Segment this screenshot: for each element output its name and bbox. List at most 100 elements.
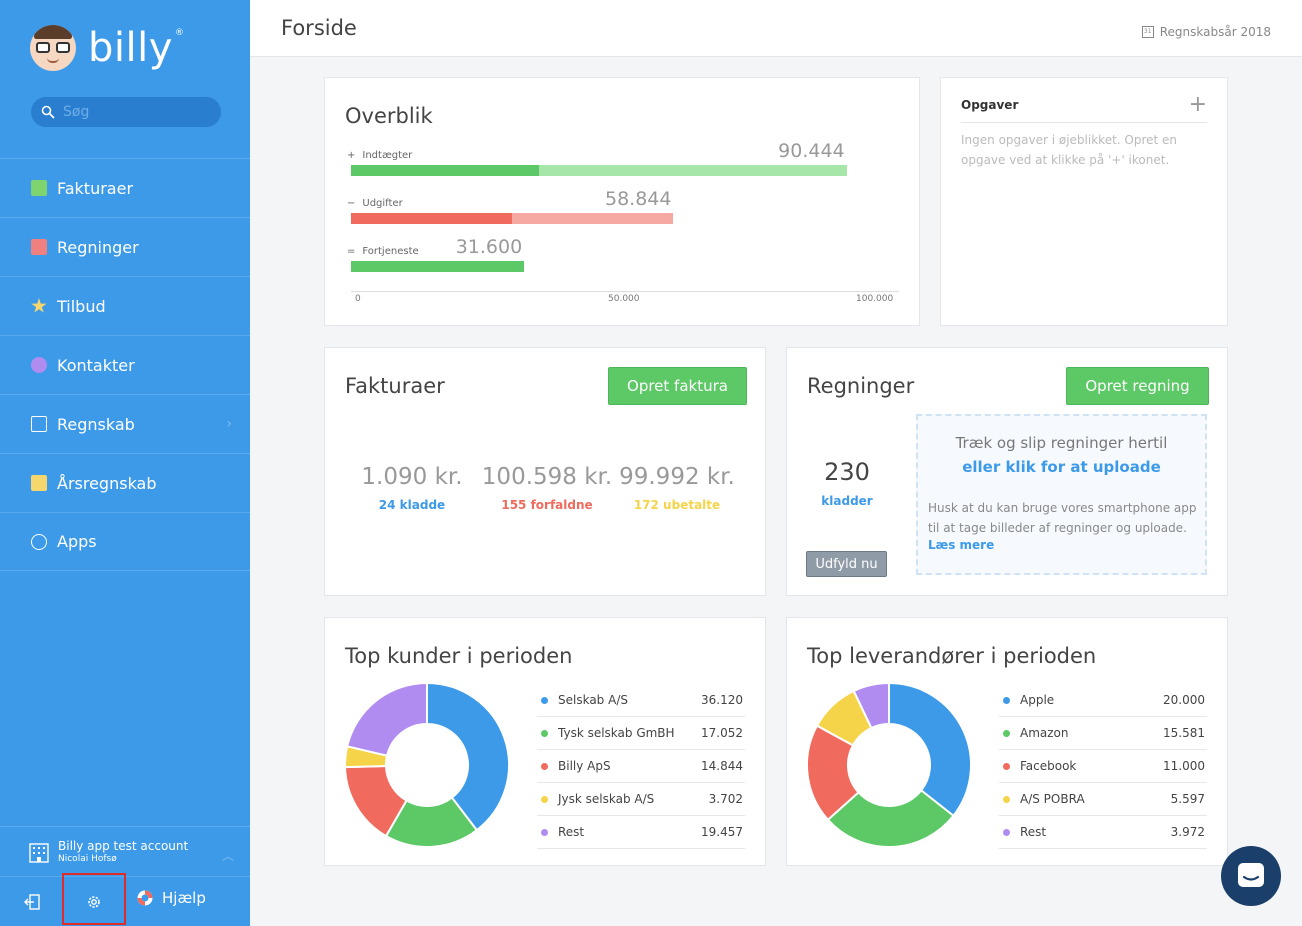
top-customers-donut — [344, 681, 510, 848]
sidebar-item-kontakter[interactable]: Kontakter — [0, 335, 250, 394]
legend-row[interactable]: A/S POBRA 5.597 — [999, 783, 1207, 816]
donut-slice[interactable] — [888, 681, 972, 818]
bill-drafts-count: 230 — [824, 458, 870, 486]
legend-row[interactable]: Billy ApS 14.844 — [537, 750, 745, 783]
overview-value: 58.844 — [604, 188, 672, 210]
bill-drafts-stat[interactable]: 230 kladder — [807, 458, 887, 508]
legend-row[interactable]: Jysk selskab A/S 3.702 — [537, 783, 745, 816]
legend-value: 11.000 — [1163, 759, 1205, 773]
brand-registered-mark: ® — [174, 28, 184, 38]
tasks-card: Opgaver + Ingen opgaver i øjeblikket. Op… — [940, 77, 1228, 326]
bills-card: Regninger Opret regning 230 kladder Udfy… — [786, 347, 1228, 596]
legend-row[interactable]: Rest 19.457 — [537, 816, 745, 849]
overview-axis-tick: 0 — [355, 294, 361, 304]
account-switcher[interactable]: Billy app test account Nicolai Hofsø ︿ — [0, 826, 250, 876]
legend-color-dot — [1003, 696, 1010, 704]
building-icon — [29, 842, 49, 863]
legend-name: Amazon — [1020, 726, 1069, 740]
brand-name: billy — [88, 25, 173, 71]
legend-value: 17.052 — [701, 726, 743, 740]
legend-value: 3.972 — [1170, 825, 1205, 839]
sidebar-item-label: Kontakter — [57, 355, 135, 375]
legend-name: Rest — [558, 825, 585, 839]
top-suppliers-title: Top leverandører i perioden — [807, 644, 1097, 668]
search-input[interactable] — [63, 104, 203, 120]
create-invoice-button[interactable]: Opret faktura — [608, 367, 747, 405]
add-task-icon[interactable]: + — [1188, 92, 1207, 117]
page-title: Forside — [281, 16, 357, 40]
overview-bar-secondary — [512, 213, 674, 224]
overview-row-label: = Fortjeneste — [347, 246, 426, 257]
chat-icon — [1238, 863, 1264, 887]
legend-row[interactable]: Facebook 11.000 — [999, 750, 1207, 783]
logout-icon[interactable] — [24, 893, 42, 911]
account-user: Nicolai Hofsø — [58, 853, 117, 864]
lifebuoy-icon — [137, 890, 153, 906]
fiscal-year-label: Regnskabsår 2018 — [1159, 25, 1271, 39]
donut-slice[interactable] — [426, 681, 510, 832]
sidebar-item-tilbud[interactable]: Tilbud — [0, 276, 250, 335]
legend-color-dot — [1003, 795, 1010, 803]
overview-bar-primary — [351, 261, 525, 272]
read-more-link[interactable]: Læs mere — [928, 538, 995, 552]
billy-logo[interactable]: billy ® — [30, 20, 184, 76]
chevron-up-icon: ︿ — [221, 849, 234, 863]
overview-axis-tick: 50.000 — [608, 294, 640, 304]
overview-axis-tick: 100.000 — [856, 294, 894, 304]
legend-color-dot — [1003, 729, 1010, 737]
sidebar-item-fakturaer[interactable]: Fakturaer — [0, 158, 250, 217]
bills-title: Regninger — [807, 374, 915, 398]
overview-row-label: − Udgifter — [347, 198, 410, 209]
chat-support-button[interactable] — [1221, 846, 1281, 906]
overview-bar-primary — [351, 165, 540, 176]
bill-upload-dropzone[interactable]: Træk og slip regninger hertil eller klik… — [916, 414, 1207, 575]
sidebar-item-regninger[interactable]: Regninger — [0, 217, 250, 276]
legend-row[interactable]: Apple 20.000 — [999, 684, 1207, 717]
annual-report-icon — [31, 475, 47, 491]
help-button[interactable]: Hjælp — [136, 889, 206, 907]
donut-slice[interactable] — [826, 788, 955, 848]
legend-value: 15.581 — [1163, 726, 1205, 740]
legend-row[interactable]: Amazon 15.581 — [999, 717, 1207, 750]
overview-sign: = — [347, 246, 356, 257]
sidebar-item-apps[interactable]: Apps — [0, 512, 250, 571]
legend-row[interactable]: Tysk selskab GmBH 17.052 — [537, 717, 745, 750]
fiscal-year-selector[interactable]: 31 Regnskabsår 2018 — [1141, 25, 1271, 39]
create-bill-button[interactable]: Opret regning — [1066, 367, 1209, 405]
sidebar-item-regnskab[interactable]: Regnskab › — [0, 394, 250, 453]
top-customers-card: Top kunder i perioden Selskab A/S 36.120 T… — [324, 617, 766, 866]
overview-value: 90.444 — [778, 140, 845, 162]
fill-now-button[interactable]: Udfyld nu — [806, 551, 887, 577]
legend-name: A/S POBRA — [1020, 792, 1085, 806]
donut-slice[interactable] — [345, 681, 428, 757]
help-label: Hjælp — [162, 889, 206, 907]
legend-name: Selskab A/S — [558, 693, 628, 707]
overview-label: Udgifter — [362, 198, 403, 209]
sidebar-item-label: Fakturaer — [57, 178, 134, 198]
invoice-stat[interactable]: 100.598 kr. 155 forfaldne — [477, 464, 617, 512]
settings-gear-icon[interactable] — [86, 894, 102, 910]
search-box[interactable] — [31, 97, 221, 127]
overview-label: Fortjeneste — [362, 246, 419, 257]
dropzone-hint: Husk at du kan bruge vores smartphone ap… — [928, 501, 1197, 535]
overview-title: Overblik — [345, 104, 433, 128]
invoices-card: Fakturaer Opret faktura 1.090 kr. 24 klad… — [324, 347, 766, 596]
legend-row[interactable]: Rest 3.972 — [999, 816, 1207, 849]
invoice-stat-label: 155 forfaldne — [501, 498, 593, 512]
sidebar-item--rsregnskab[interactable]: Årsregnskab — [0, 453, 250, 512]
invoice-stat-label: 24 kladde — [378, 498, 446, 512]
donut-slice[interactable] — [852, 681, 890, 730]
sidebar-item-label: Apps — [57, 532, 97, 551]
legend-value: 5.597 — [1170, 792, 1205, 806]
invoice-stat-value: 1.090 kr. — [361, 464, 463, 490]
invoice-stat[interactable]: 99.992 kr. 172 ubetalte — [612, 464, 742, 512]
overview-bar-secondary — [539, 165, 847, 176]
dropzone-upload-link[interactable]: eller klik for at uploade — [962, 458, 1161, 476]
page-header: Forside 31 Regnskabsår 2018 — [250, 0, 1302, 57]
tasks-divider — [961, 122, 1207, 123]
contact-icon — [31, 357, 47, 373]
legend-color-dot — [541, 696, 548, 704]
legend-row[interactable]: Selskab A/S 36.120 — [537, 684, 745, 717]
invoice-stat[interactable]: 1.090 kr. 24 kladde — [347, 464, 477, 512]
chevron-right-icon: › — [226, 416, 232, 432]
